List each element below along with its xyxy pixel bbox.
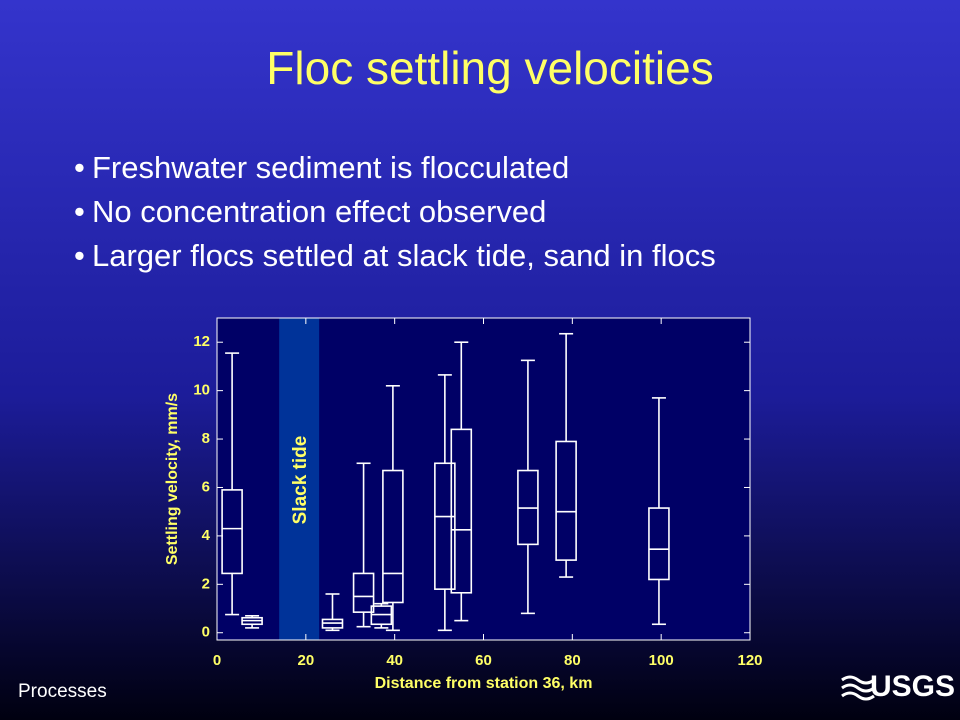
y-tick-label: 6: [202, 478, 210, 495]
y-tick-label: 12: [193, 333, 210, 350]
logo-text: USGS: [870, 670, 955, 703]
x-tick-label: 100: [649, 652, 674, 669]
box: [450, 428, 473, 594]
footer: Processes: [18, 681, 107, 702]
y-tick-label: 8: [202, 430, 210, 447]
y-axis-label: Settling velocity, mm/s: [164, 393, 181, 565]
box: [434, 462, 456, 590]
slack-band: [279, 318, 320, 640]
bullet-dot: •: [74, 194, 85, 229]
band-label: Slack tide: [290, 436, 311, 525]
x-tick-label: 80: [564, 652, 581, 669]
x-tick-label: 20: [297, 652, 314, 669]
x-tick-label: 0: [213, 652, 221, 669]
bullet: Freshwater sediment is flocculated: [92, 150, 569, 185]
box: [352, 572, 375, 613]
x-tick-label: 120: [737, 652, 762, 669]
slide-title: Floc settling velocities: [266, 42, 713, 94]
x-axis-label: Distance from station 36, km: [375, 675, 593, 692]
chart: Slack tide 0 20 40 60 80 100 120 0 2 4 6 8 10 12 Distan…: [164, 317, 763, 692]
bullet-dot: •: [74, 238, 85, 273]
bullet: No concentration effect observed: [92, 194, 546, 229]
box: [382, 469, 404, 604]
bullet-list: • Freshwater sediment is flocculated • N…: [74, 150, 716, 273]
box: [648, 507, 670, 581]
box: [221, 489, 243, 575]
logo-icon: [841, 675, 875, 701]
logo: USGS: [841, 670, 955, 703]
x-tick-label: 60: [475, 652, 492, 669]
y-tick-label: 2: [202, 575, 210, 592]
x-tick-label: 40: [386, 652, 403, 669]
box: [555, 440, 577, 561]
bullet: Larger flocs settled at slack tide, sand…: [92, 238, 716, 273]
y-tick-label: 0: [202, 624, 210, 641]
y-tick-label: 10: [193, 382, 210, 399]
bullet-dot: •: [74, 150, 85, 185]
y-tick-label: 4: [202, 527, 211, 544]
